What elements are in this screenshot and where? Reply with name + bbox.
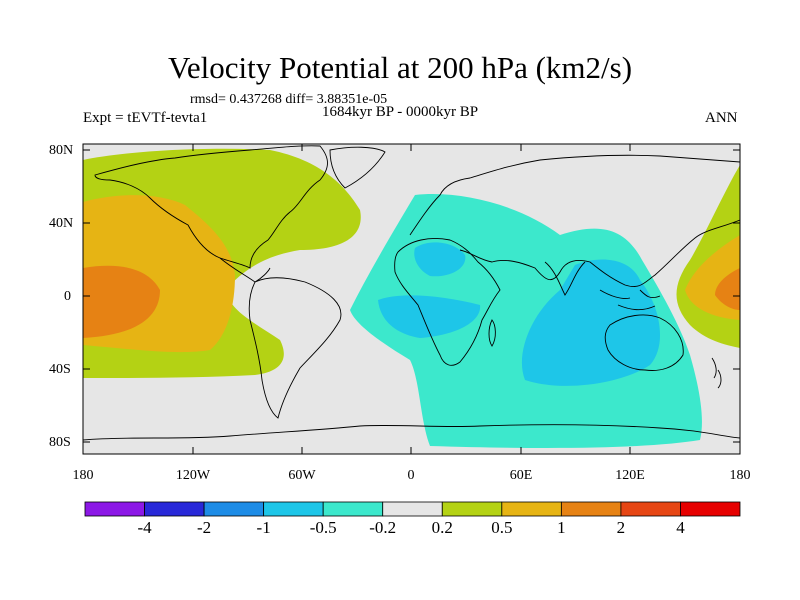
colorbar-label: -2 xyxy=(196,518,212,537)
stats-label: rmsd= 0.437268 diff= 3.88351e-05 xyxy=(190,92,388,107)
contour-darkorange-east xyxy=(715,268,740,310)
contour-negative-core-africa xyxy=(414,242,466,277)
colorbar-swatch xyxy=(441,501,503,517)
colorbar-label: -0.5 xyxy=(309,518,337,537)
lon-tick-60w: 60W xyxy=(288,468,316,483)
coast-south-america xyxy=(248,277,342,419)
colorbar-label: 0.2 xyxy=(431,518,453,537)
contour-negative-core-indian xyxy=(521,259,661,386)
lon-tick-60e: 60E xyxy=(509,468,533,483)
season-label: ANN xyxy=(705,110,738,126)
coast-eurasia xyxy=(409,154,740,287)
colorbar-label: 1 xyxy=(557,518,566,537)
lat-tick-80s: 80S xyxy=(49,435,71,450)
coast-greenland xyxy=(329,146,386,189)
coastlines xyxy=(83,145,740,441)
contour-darkorange-west xyxy=(83,265,160,338)
coast-madagascar xyxy=(488,319,496,347)
figure-title: Velocity Potential at 200 hPa (km2/s) xyxy=(167,50,633,85)
coast-new-zealand xyxy=(711,357,722,389)
colorbar-label: -4 xyxy=(137,518,152,537)
coast-maritime-continent xyxy=(599,289,661,311)
colorbar-swatch xyxy=(560,501,622,517)
period-label: 1684kyr BP - 0000kyr BP xyxy=(322,104,479,120)
colorbar-swatch xyxy=(144,501,205,517)
coast-north-america xyxy=(94,145,328,269)
colorbar-swatch xyxy=(501,501,562,517)
lat-tick-40s: 40S xyxy=(49,362,71,377)
colorbar-swatch xyxy=(203,501,265,517)
lon-tick-120w: 120W xyxy=(175,468,211,483)
colorbar-label: 2 xyxy=(616,518,626,537)
coast-australia xyxy=(604,314,684,371)
lon-tick-120e: 120E xyxy=(615,468,645,483)
colorbar-swatch xyxy=(84,501,145,517)
colorbar-label: 4 xyxy=(676,518,685,537)
lat-tick-40n: 40N xyxy=(49,216,74,231)
colorbar-swatch xyxy=(263,501,324,517)
colorbar xyxy=(84,501,741,517)
lon-tick-180e: 180 xyxy=(729,468,751,483)
coast-africa xyxy=(394,238,501,366)
colorbar-swatch xyxy=(382,501,443,517)
lat-tick-eq: 0 xyxy=(64,289,71,304)
axis-ticks xyxy=(83,144,740,454)
lat-tick-80n: 80N xyxy=(49,143,74,158)
contour-fill-group xyxy=(83,148,740,448)
experiment-label: Expt = tEVTf-tevta1 xyxy=(83,110,208,126)
lon-tick-180w: 180 xyxy=(72,468,94,483)
contour-negative-core-congo xyxy=(378,295,481,338)
colorbar-label: -0.2 xyxy=(369,518,397,537)
lon-tick-0: 0 xyxy=(407,468,415,483)
colorbar-swatch xyxy=(322,501,384,517)
colorbar-swatch xyxy=(620,501,681,517)
coast-india xyxy=(544,261,586,296)
colorbar-swatch xyxy=(680,501,741,517)
coast-antarctica xyxy=(83,424,740,441)
colorbar-label: 0.5 xyxy=(491,518,513,537)
colorbar-label: -1 xyxy=(256,518,271,537)
